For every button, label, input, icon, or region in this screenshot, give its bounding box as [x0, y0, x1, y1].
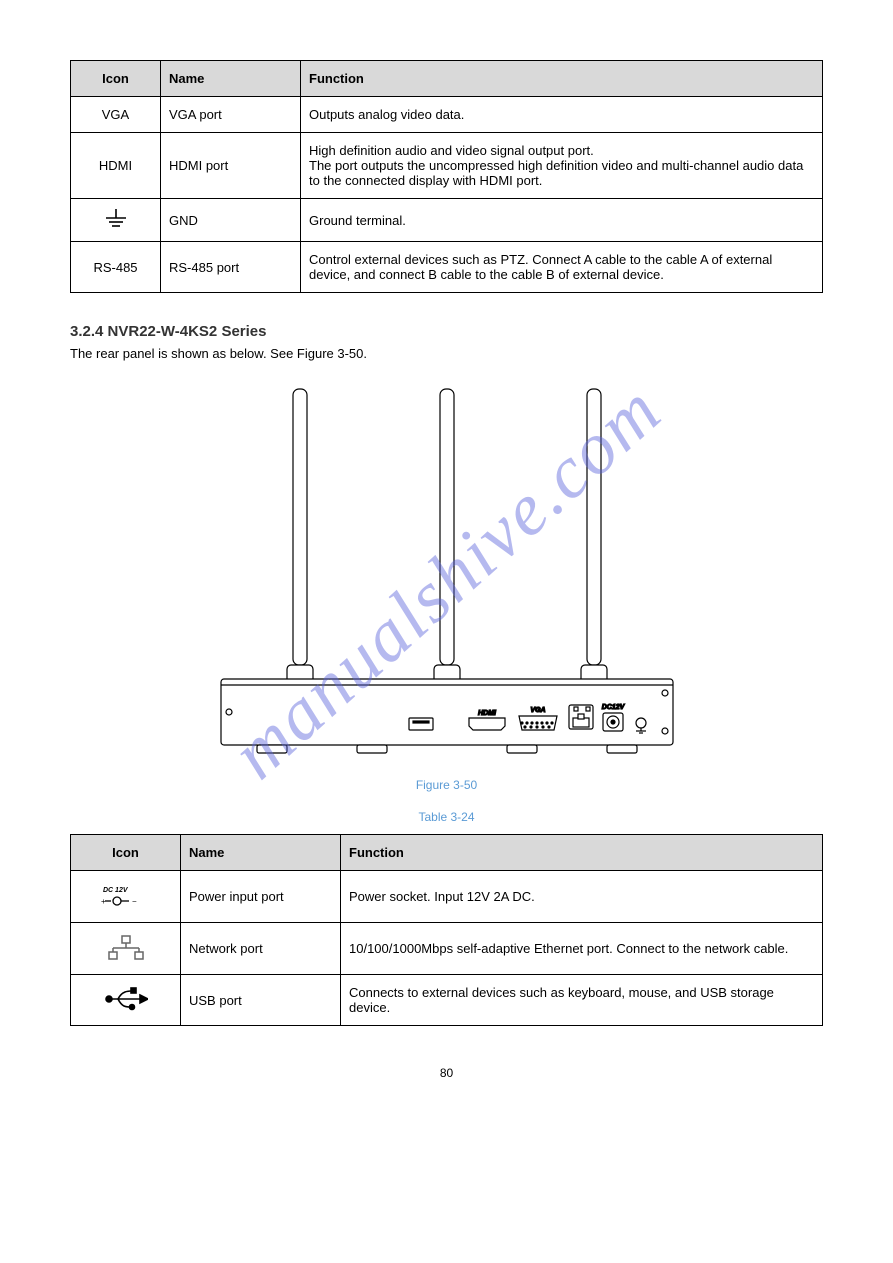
antenna-3 [581, 389, 607, 722]
cell-name: GND [161, 199, 301, 242]
table-row: HDMI HDMI port High definition audio and… [71, 133, 823, 199]
page-number: 80 [70, 1066, 823, 1080]
table-row: Network port 10/100/1000Mbps self-adapti… [71, 923, 823, 975]
table-row: VGA VGA port Outputs analog video data. [71, 97, 823, 133]
cell-name: HDMI port [161, 133, 301, 199]
cell-func: 10/100/1000Mbps self-adaptive Ethernet p… [341, 923, 823, 975]
ethernet-icon [71, 923, 181, 975]
figure-caption: Figure 3-50 [70, 778, 823, 792]
svg-text:VGA: VGA [530, 707, 545, 714]
cell-func: Connects to external devices such as key… [341, 975, 823, 1026]
table-row: DC 12V + − Power input port Power socket… [71, 871, 823, 923]
cell-name: Power input port [181, 871, 341, 923]
t1-header-name: Name [161, 61, 301, 97]
ports-table-1: Icon Name Function VGA VGA port Outputs … [70, 60, 823, 293]
port-usb [409, 718, 433, 730]
t1-header-func: Function [301, 61, 823, 97]
cell-name: USB port [181, 975, 341, 1026]
section-title: NVR22-W-4KS2 Series [108, 323, 267, 340]
cell-func: Control external devices such as PTZ. Co… [301, 242, 823, 293]
cell-func: Ground terminal. [301, 199, 823, 242]
cell-func: High definition audio and video signal o… [301, 133, 823, 199]
cell-icon-vga: VGA [71, 97, 161, 133]
page-content: Icon Name Function VGA VGA port Outputs … [0, 0, 893, 1120]
antenna-2 [434, 389, 460, 722]
t2-header-func: Function [341, 835, 823, 871]
t1-header-icon: Icon [71, 61, 161, 97]
port-ethernet [569, 705, 593, 729]
cell-name: RS-485 port [161, 242, 301, 293]
t2-header-icon: Icon [71, 835, 181, 871]
ground-screw [636, 718, 646, 733]
cell-name: Network port [181, 923, 341, 975]
section-number: 3.2.4 [70, 323, 103, 340]
table-row: RS-485 RS-485 port Control external devi… [71, 242, 823, 293]
svg-text:+: + [101, 897, 106, 906]
section-heading: 3.2.4 NVR22-W-4KS2 Series [70, 323, 823, 340]
table2-caption: Table 3-24 [70, 810, 823, 824]
dc12v-icon: DC 12V + − [71, 871, 181, 923]
table-row: USB port Connects to external devices su… [71, 975, 823, 1026]
svg-text:DC12V: DC12V [601, 704, 625, 711]
device-rear-figure: HDMI VGA [70, 379, 823, 772]
svg-text:DC 12V: DC 12V [103, 887, 129, 894]
ports-table-2: Icon Name Function DC 12V + − [70, 834, 823, 1026]
section-subtitle: The rear panel is shown as below. See Fi… [70, 346, 823, 361]
port-dc: DC12V [601, 704, 625, 731]
svg-text:HDMI: HDMI [478, 710, 497, 717]
cell-icon-hdmi: HDMI [71, 133, 161, 199]
cell-func: Power socket. Input 12V 2A DC. [341, 871, 823, 923]
ground-icon [71, 199, 161, 242]
antenna-1 [287, 389, 313, 722]
device-illustration: HDMI VGA [187, 379, 707, 769]
svg-text:−: − [132, 897, 137, 906]
cell-func: Outputs analog video data. [301, 97, 823, 133]
t2-header-name: Name [181, 835, 341, 871]
usb-icon [71, 975, 181, 1026]
cell-icon-rs485: RS-485 [71, 242, 161, 293]
table-row: GND Ground terminal. [71, 199, 823, 242]
cell-name: VGA port [161, 97, 301, 133]
